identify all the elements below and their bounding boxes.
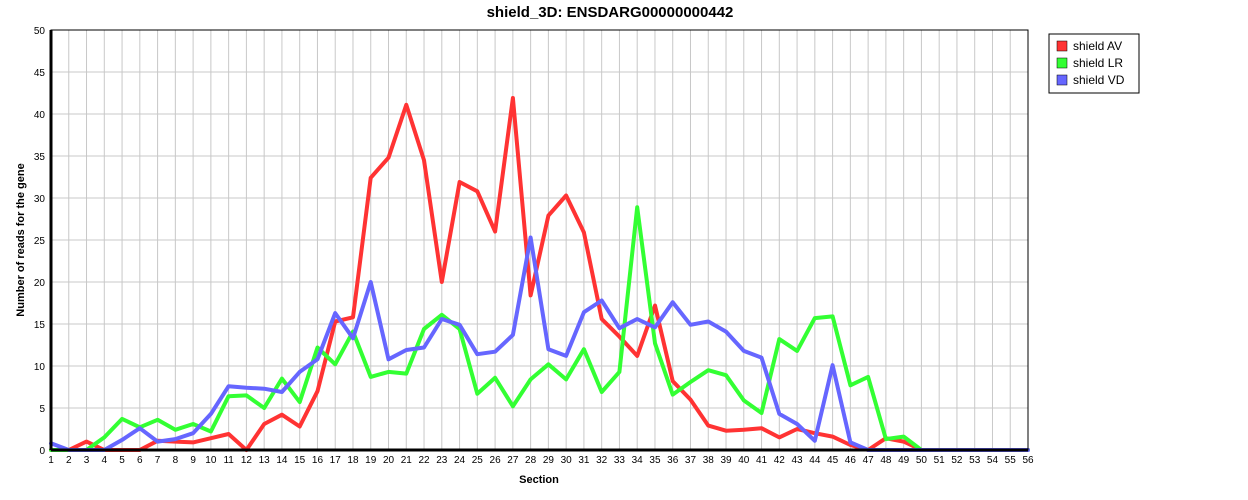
x-tick-label: 17 xyxy=(330,455,342,466)
chart-title: shield_3D: ENSDARG00000000442 xyxy=(487,4,734,21)
legend-swatch xyxy=(1056,40,1068,52)
legend-label: shield LR xyxy=(1073,56,1123,70)
x-tick-label: 29 xyxy=(543,455,555,466)
axes xyxy=(49,29,1029,452)
x-tick-label: 24 xyxy=(454,455,466,466)
y-tick-label: 5 xyxy=(39,404,45,415)
x-tick-label: 10 xyxy=(205,455,217,466)
series-line-shield-av xyxy=(49,96,1030,452)
x-tick-label: 50 xyxy=(916,455,928,466)
legend-label: shield AV xyxy=(1073,39,1122,53)
x-tick-label: 49 xyxy=(898,455,910,466)
x-tick-label: 45 xyxy=(827,455,839,466)
x-tick-label: 25 xyxy=(472,455,484,466)
y-tick-label: 15 xyxy=(34,320,46,331)
x-tick-label: 33 xyxy=(614,455,626,466)
y-tick-label: 0 xyxy=(39,446,45,457)
y-tick-label: 10 xyxy=(34,362,46,373)
x-tick-label: 28 xyxy=(525,455,537,466)
x-tick-label: 44 xyxy=(809,455,821,466)
series-line-shield-lr xyxy=(49,205,1030,452)
y-axis-ticks: 0 5 10 15 20 25 30 35 40 45 50 xyxy=(34,26,46,457)
x-tick-label: 41 xyxy=(756,455,768,466)
x-tick-label: 51 xyxy=(934,455,946,466)
x-tick-label: 18 xyxy=(347,455,359,466)
x-tick-label: 36 xyxy=(667,455,679,466)
x-tick-label: 12 xyxy=(241,455,253,466)
x-tick-label: 40 xyxy=(738,455,750,466)
y-tick-label: 45 xyxy=(34,68,46,79)
x-tick-label: 7 xyxy=(155,455,161,466)
x-axis-label: Section xyxy=(519,474,559,486)
x-tick-label: 27 xyxy=(507,455,519,466)
x-tick-label: 55 xyxy=(1005,455,1017,466)
legend: shield AV shield LR shield VD xyxy=(1048,33,1140,94)
x-tick-label: 13 xyxy=(259,455,271,466)
x-tick-label: 6 xyxy=(137,455,143,466)
x-tick-label: 54 xyxy=(987,455,999,466)
x-tick-label: 14 xyxy=(276,455,288,466)
x-tick-label: 34 xyxy=(632,455,644,466)
y-tick-label: 25 xyxy=(34,236,46,247)
x-tick-label: 53 xyxy=(969,455,981,466)
x-tick-label: 26 xyxy=(490,455,502,466)
x-tick-label: 3 xyxy=(84,455,90,466)
x-tick-label: 38 xyxy=(703,455,715,466)
x-axis-ticks: 1 2 3 4 5 6 7 8 9 10 11 12 13 14 15 16 17 18 19 20 21 22 23 24 2… xyxy=(48,455,1034,466)
x-tick-label: 56 xyxy=(1022,455,1034,466)
y-tick-label: 30 xyxy=(34,194,46,205)
x-tick-label: 52 xyxy=(951,455,963,466)
x-tick-label: 19 xyxy=(365,455,377,466)
x-tick-label: 21 xyxy=(401,455,413,466)
legend-swatch xyxy=(1056,74,1068,86)
x-tick-label: 43 xyxy=(792,455,804,466)
x-tick-label: 16 xyxy=(312,455,324,466)
x-tick-label: 31 xyxy=(578,455,590,466)
legend-label: shield VD xyxy=(1073,73,1125,87)
x-tick-label: 30 xyxy=(561,455,573,466)
y-tick-label: 20 xyxy=(34,278,46,289)
x-tick-label: 42 xyxy=(774,455,786,466)
x-tick-label: 46 xyxy=(845,455,857,466)
x-tick-label: 5 xyxy=(119,455,125,466)
y-tick-label: 50 xyxy=(34,26,46,37)
x-tick-label: 20 xyxy=(383,455,395,466)
x-tick-label: 32 xyxy=(596,455,608,466)
x-tick-label: 23 xyxy=(436,455,448,466)
x-tick-label: 22 xyxy=(418,455,430,466)
x-tick-label: 37 xyxy=(685,455,697,466)
x-tick-label: 9 xyxy=(190,455,196,466)
x-tick-label: 1 xyxy=(48,455,54,466)
legend-swatch xyxy=(1056,57,1068,69)
x-tick-label: 48 xyxy=(880,455,892,466)
x-tick-label: 4 xyxy=(102,455,108,466)
y-tick-label: 35 xyxy=(34,152,46,163)
x-tick-label: 47 xyxy=(863,455,875,466)
x-tick-label: 39 xyxy=(720,455,732,466)
grid xyxy=(51,30,1028,450)
x-tick-label: 2 xyxy=(66,455,72,466)
x-tick-label: 11 xyxy=(223,455,234,466)
x-tick-label: 15 xyxy=(294,455,306,466)
x-tick-label: 8 xyxy=(173,455,179,466)
y-axis-label: Number of reads for the gene xyxy=(15,163,27,316)
series-lines xyxy=(49,96,1030,452)
x-tick-label: 35 xyxy=(649,455,661,466)
y-tick-label: 40 xyxy=(34,110,46,121)
